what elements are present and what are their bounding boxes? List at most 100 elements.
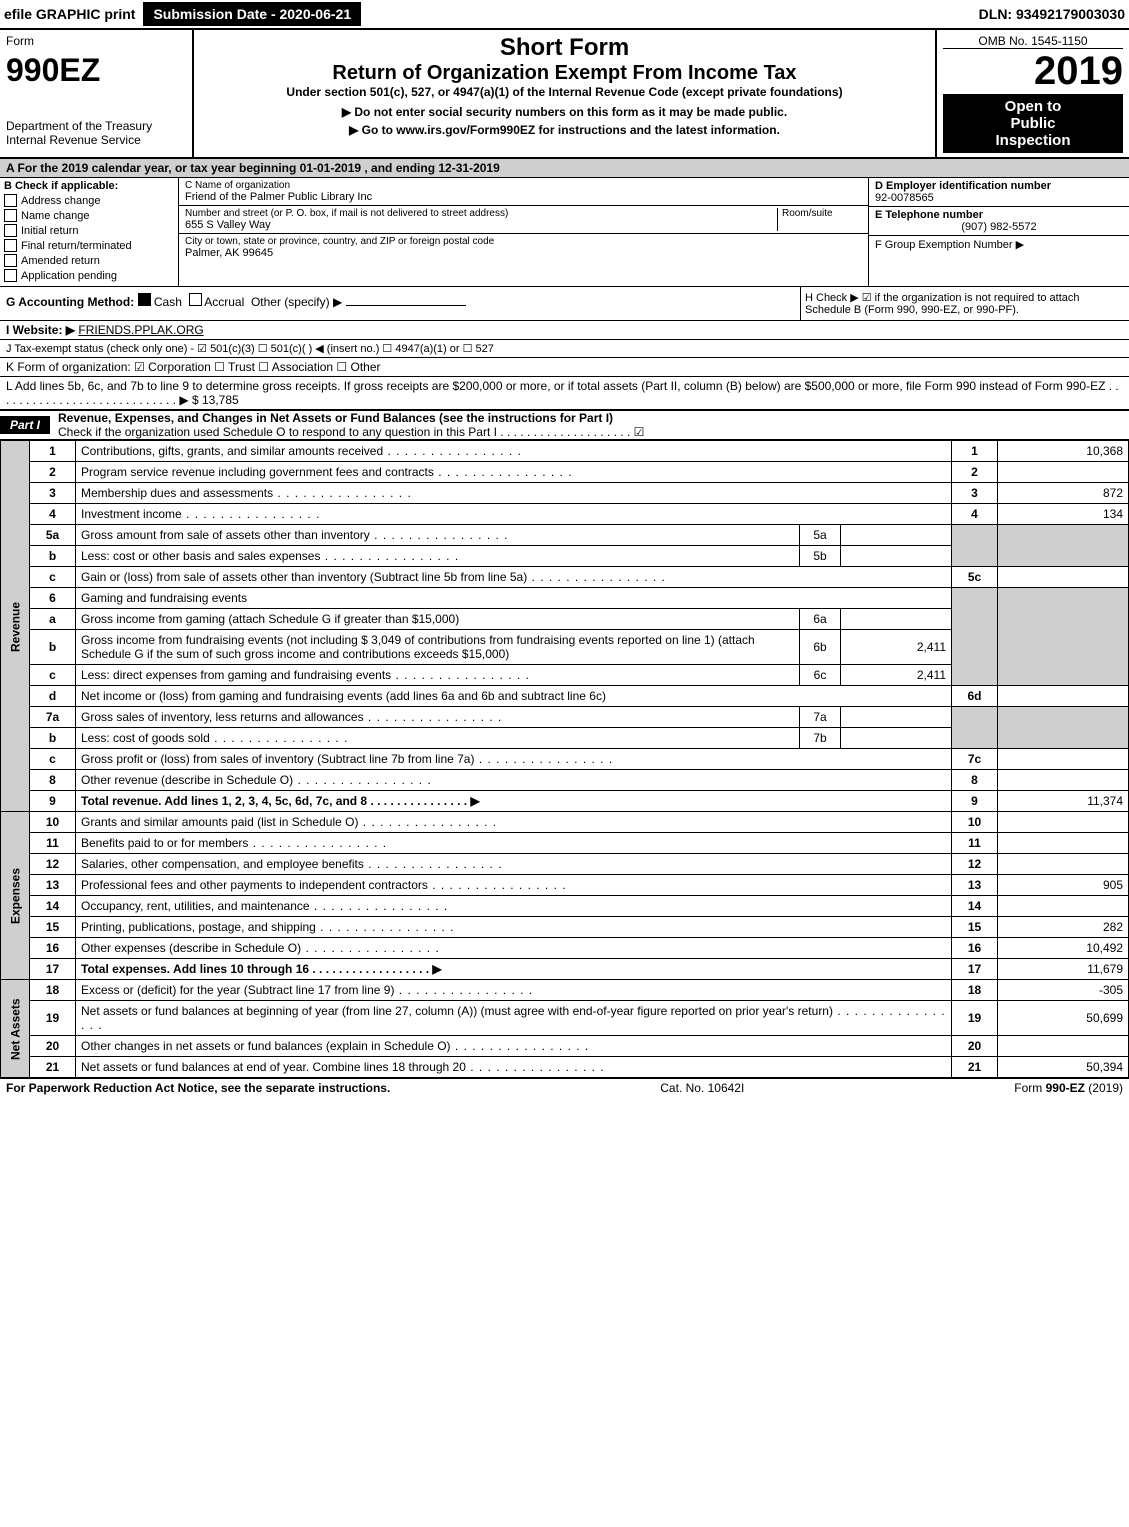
line-11-desc: Benefits paid to or for members [81, 836, 387, 850]
line-a-tax-year: A For the 2019 calendar year, or tax yea… [0, 159, 1129, 178]
line-19-amount: 50,699 [998, 1001, 1129, 1036]
header-right-col: OMB No. 1545-1150 2019 Open to Public In… [935, 30, 1129, 157]
part-1-title: Revenue, Expenses, and Changes in Net As… [50, 411, 1129, 439]
room-suite-label: Room/suite [782, 208, 862, 219]
ein-label: D Employer identification number [875, 180, 1123, 192]
line-13-amount: 905 [998, 875, 1129, 896]
top-bar: efile GRAPHIC print Submission Date - 20… [0, 0, 1129, 30]
line-10-amount [998, 812, 1129, 833]
line-12-amount [998, 854, 1129, 875]
footer-center: Cat. No. 10642I [660, 1081, 744, 1095]
line-9-amount: 11,374 [998, 791, 1129, 812]
line-7c-amount [998, 749, 1129, 770]
line-3-amount: 872 [998, 483, 1129, 504]
line-5b-desc: Less: cost or other basis and sales expe… [81, 549, 459, 563]
website-value[interactable]: FRIENDS.PPLAK.ORG [78, 323, 203, 337]
part-1-header: Part I Revenue, Expenses, and Changes in… [0, 409, 1129, 440]
line-2-amount [998, 462, 1129, 483]
line-5b-sub [841, 546, 952, 567]
section-b-label: B Check if applicable: [4, 180, 174, 192]
org-name-label: C Name of organization [185, 180, 862, 191]
tax-year: 2019 [943, 49, 1123, 94]
line-21-amount: 50,394 [998, 1057, 1129, 1078]
org-name-value: Friend of the Palmer Public Library Inc [185, 191, 862, 203]
line-5a-desc: Gross amount from sale of assets other t… [81, 528, 509, 542]
revenue-section-label: Revenue [1, 441, 30, 812]
form-header: Form 990EZ Department of the Treasury In… [0, 30, 1129, 159]
line-6d-desc: Net income or (loss) from gaming and fun… [76, 686, 952, 707]
net-assets-section-label: Net Assets [1, 980, 30, 1078]
checkbox-amended-return[interactable]: Amended return [4, 254, 174, 267]
header-left-col: Form 990EZ Department of the Treasury In… [0, 30, 194, 157]
website-label: I Website: ▶ [6, 323, 75, 337]
short-form-title: Short Form [202, 34, 927, 62]
section-c-org-info: C Name of organization Friend of the Pal… [179, 178, 869, 286]
checkbox-name-change[interactable]: Name change [4, 209, 174, 222]
phone-value: (907) 982-5572 [875, 221, 1123, 233]
group-exemption-label: F Group Exemption Number ▶ [875, 238, 1123, 251]
line-6c-sub: 2,411 [841, 665, 952, 686]
accounting-method-label: G Accounting Method: [6, 295, 134, 309]
line-18-desc: Excess or (deficit) for the year (Subtra… [81, 983, 533, 997]
goto-link[interactable]: ▶ Go to www.irs.gov/Form990EZ for instru… [202, 123, 927, 137]
checkbox-initial-return[interactable]: Initial return [4, 224, 174, 237]
line-6c-desc: Less: direct expenses from gaming and fu… [81, 668, 530, 682]
ssn-notice: ▶ Do not enter social security numbers o… [202, 105, 927, 119]
checkbox-application-pending[interactable]: Application pending [4, 269, 174, 282]
financial-table: Revenue 1 Contributions, gifts, grants, … [0, 440, 1129, 1078]
dept-treasury-label: Department of the Treasury [6, 119, 186, 133]
expenses-section-label: Expenses [1, 812, 30, 980]
line-7a-desc: Gross sales of inventory, less returns a… [81, 710, 502, 724]
line-6b-desc: Gross income from fundraising events (no… [76, 630, 800, 665]
line-16-amount: 10,492 [998, 938, 1129, 959]
checkbox-final-return[interactable]: Final return/terminated [4, 239, 174, 252]
line-4-amount: 134 [998, 504, 1129, 525]
open-line-2: Public [947, 115, 1119, 132]
street-value: 655 S Valley Way [185, 219, 777, 231]
line-14-amount [998, 896, 1129, 917]
line-5c-amount [998, 567, 1129, 588]
omb-number: OMB No. 1545-1150 [943, 34, 1123, 49]
line-6b-sub: 2,411 [841, 630, 952, 665]
line-12-desc: Salaries, other compensation, and employ… [81, 857, 503, 871]
line-6-desc: Gaming and fundraising events [76, 588, 952, 609]
efile-print-label[interactable]: efile GRAPHIC print [4, 6, 135, 22]
line-18-amount: -305 [998, 980, 1129, 1001]
line-17-amount: 11,679 [998, 959, 1129, 980]
line-19-desc: Net assets or fund balances at beginning… [81, 1004, 946, 1032]
line-17-desc: Total expenses. Add lines 10 through 16 … [81, 962, 442, 976]
header-center: Short Form Return of Organization Exempt… [194, 30, 935, 157]
checkbox-accrual[interactable] [189, 293, 202, 306]
city-label: City or town, state or province, country… [185, 236, 862, 247]
line-13-desc: Professional fees and other payments to … [81, 878, 567, 892]
part-1-label: Part I [0, 416, 50, 434]
line-l-gross-receipts: L Add lines 5b, 6c, and 7b to line 9 to … [0, 377, 1129, 409]
info-grid: B Check if applicable: Address change Na… [0, 178, 1129, 287]
line-g-accounting: G Accounting Method: Cash Accrual Other … [0, 287, 800, 320]
line-k-form-org: K Form of organization: ☑ Corporation ☐ … [0, 358, 1129, 377]
open-line-3: Inspection [947, 132, 1119, 149]
checkbox-cash[interactable] [138, 293, 151, 306]
line-10-desc: Grants and similar amounts paid (list in… [81, 815, 497, 829]
dln-label: DLN: 93492179003030 [979, 6, 1125, 22]
irs-label: Internal Revenue Service [6, 133, 186, 147]
line-j-tax-exempt: J Tax-exempt status (check only one) - ☑… [0, 340, 1129, 358]
line-6d-amount [998, 686, 1129, 707]
line-20-desc: Other changes in net assets or fund bala… [81, 1039, 589, 1053]
checkbox-address-change[interactable]: Address change [4, 194, 174, 207]
form-word: Form [6, 34, 186, 48]
line-1-desc: Contributions, gifts, grants, and simila… [81, 444, 522, 458]
gross-receipts-value: $ 13,785 [192, 393, 239, 407]
page-footer: For Paperwork Reduction Act Notice, see … [0, 1078, 1129, 1097]
part-1-check-line: Check if the organization used Schedule … [58, 425, 644, 439]
line-6a-sub [841, 609, 952, 630]
line-21-desc: Net assets or fund balances at end of ye… [81, 1060, 605, 1074]
ein-value: 92-0078565 [875, 192, 1123, 204]
line-7b-desc: Less: cost of goods sold [81, 731, 348, 745]
footer-left: For Paperwork Reduction Act Notice, see … [6, 1081, 390, 1095]
line-16-desc: Other expenses (describe in Schedule O) [81, 941, 440, 955]
form-number: 990EZ [6, 52, 186, 89]
section-b-checkboxes: B Check if applicable: Address change Na… [0, 178, 179, 286]
line-i-website: I Website: ▶ FRIENDS.PPLAK.ORG [0, 321, 1129, 340]
line-14-desc: Occupancy, rent, utilities, and maintena… [81, 899, 448, 913]
